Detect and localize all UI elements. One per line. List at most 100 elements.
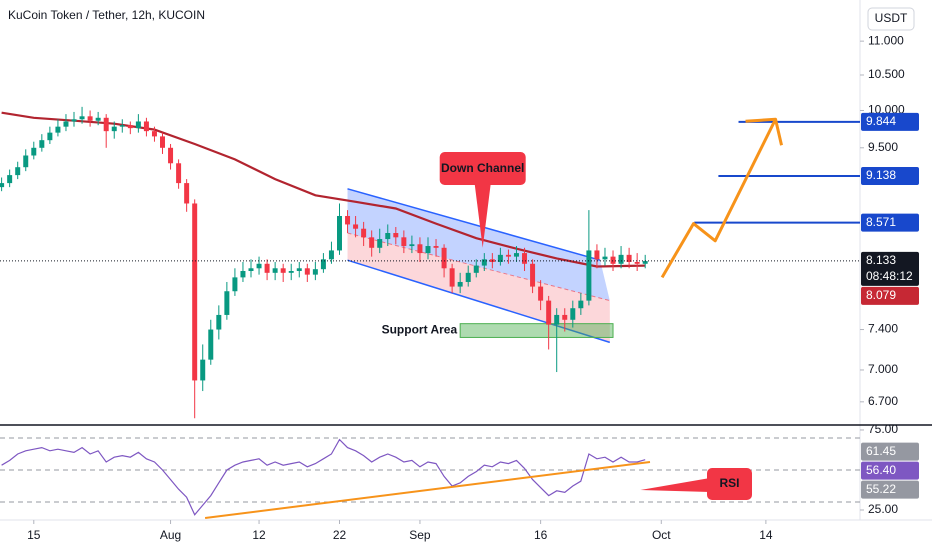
y-tick-label: 7.000 bbox=[868, 362, 898, 376]
candle-body bbox=[87, 116, 93, 121]
candle-body bbox=[594, 250, 600, 260]
callout-pointer bbox=[474, 184, 491, 248]
candle-body bbox=[7, 175, 13, 184]
candle-body bbox=[481, 259, 487, 266]
channel-upper-fill bbox=[347, 188, 610, 301]
candle-body bbox=[610, 256, 616, 264]
y-tick-label: 7.400 bbox=[868, 322, 898, 336]
candle-body bbox=[151, 131, 157, 137]
candle-body bbox=[168, 147, 174, 164]
currency-label[interactable]: USDT bbox=[875, 11, 908, 25]
candle-body bbox=[473, 265, 479, 273]
plot-layer: 11.00010.50010.0009.5007.4007.0006.70015… bbox=[0, 33, 919, 542]
price-tag: 9.138 bbox=[866, 168, 896, 182]
rsi-callout-box bbox=[707, 468, 752, 500]
projection-arrow bbox=[660, 118, 777, 279]
candle-body bbox=[328, 250, 334, 260]
x-tick-label: 16 bbox=[534, 528, 548, 542]
candle-body bbox=[55, 126, 61, 133]
candle-body bbox=[63, 121, 69, 127]
candle-body bbox=[176, 163, 182, 184]
x-tick-label: Sep bbox=[409, 528, 431, 542]
y-tick-label: 11.000 bbox=[868, 33, 904, 47]
channel-lower-line bbox=[347, 259, 611, 344]
candle-body bbox=[377, 239, 383, 248]
candle-body bbox=[505, 254, 511, 257]
candle-body bbox=[119, 125, 125, 127]
candle-body bbox=[538, 286, 544, 301]
support-area bbox=[459, 323, 614, 338]
channel-upper-line bbox=[347, 188, 601, 261]
candle-body bbox=[337, 215, 342, 251]
rsi-callout-pointer bbox=[640, 478, 710, 492]
candle-body bbox=[522, 253, 528, 264]
candle-body bbox=[103, 117, 109, 132]
support-label: Support Area bbox=[382, 323, 458, 337]
rsi-line bbox=[1, 438, 646, 516]
candle-body bbox=[15, 167, 21, 176]
candle-body bbox=[160, 136, 166, 148]
callout-label: Down Channel bbox=[441, 161, 524, 175]
callout-box bbox=[439, 152, 526, 185]
candle-body bbox=[449, 268, 455, 287]
candle-body bbox=[441, 247, 447, 269]
candle-body bbox=[417, 244, 423, 254]
candle-body bbox=[457, 281, 463, 287]
candle-body bbox=[409, 244, 415, 247]
rsi-trendline bbox=[204, 461, 651, 519]
candle-body bbox=[602, 256, 608, 260]
currency-box[interactable] bbox=[867, 7, 915, 31]
x-tick-label: 15 bbox=[27, 528, 41, 542]
candle-body bbox=[192, 203, 198, 381]
x-tick-label: 12 bbox=[252, 528, 266, 542]
candle-body bbox=[393, 233, 399, 238]
candle-body bbox=[208, 329, 214, 360]
rsi-tag-box bbox=[861, 461, 919, 480]
candle-body bbox=[224, 291, 230, 315]
x-tick-label: 22 bbox=[333, 528, 347, 542]
price-tag: 9.844 bbox=[866, 114, 896, 128]
candle-body bbox=[345, 215, 351, 225]
candle-body bbox=[465, 272, 471, 282]
candle-body bbox=[570, 308, 576, 320]
rsi-tag: 56.40 bbox=[866, 463, 896, 477]
candle-body bbox=[304, 268, 310, 275]
channel-lower-fill bbox=[347, 233, 610, 343]
candle-body bbox=[578, 300, 584, 309]
price-tag: 8.079 bbox=[866, 288, 896, 302]
price-tag: 8.571 bbox=[866, 215, 896, 229]
rsi-callout-label: RSI bbox=[719, 476, 739, 490]
y-tick-label: 25.00 bbox=[868, 502, 898, 516]
candle-body bbox=[232, 277, 238, 292]
candle-body bbox=[546, 300, 552, 325]
candle-body bbox=[288, 271, 294, 273]
y-tick-label: 6.700 bbox=[868, 394, 898, 408]
price-tag-box bbox=[861, 213, 919, 232]
candle-body bbox=[216, 314, 222, 330]
rsi-tag-box bbox=[861, 480, 919, 499]
rsi-tag: 61.45 bbox=[866, 444, 896, 458]
moving-average bbox=[1, 111, 646, 268]
candle-body bbox=[39, 140, 45, 148]
price-tag-box bbox=[861, 167, 919, 186]
candle-body bbox=[401, 237, 407, 247]
candle-body bbox=[513, 253, 519, 257]
rsi-tag-box bbox=[861, 442, 919, 461]
candle-body bbox=[95, 117, 101, 121]
candle-body bbox=[353, 224, 359, 229]
x-tick-label: 14 bbox=[759, 528, 773, 542]
countdown-label: 08:48:12 bbox=[866, 269, 913, 283]
candle-body bbox=[256, 263, 262, 269]
candle-body bbox=[111, 126, 117, 132]
candle-body bbox=[586, 250, 592, 301]
candle-body bbox=[143, 121, 149, 132]
candle-body bbox=[240, 271, 246, 278]
candle-body bbox=[127, 125, 133, 129]
candle-body bbox=[554, 314, 560, 325]
candle-body bbox=[385, 233, 391, 240]
current-price-box bbox=[861, 251, 919, 286]
candle-body bbox=[618, 254, 624, 264]
candle-body bbox=[0, 183, 5, 188]
